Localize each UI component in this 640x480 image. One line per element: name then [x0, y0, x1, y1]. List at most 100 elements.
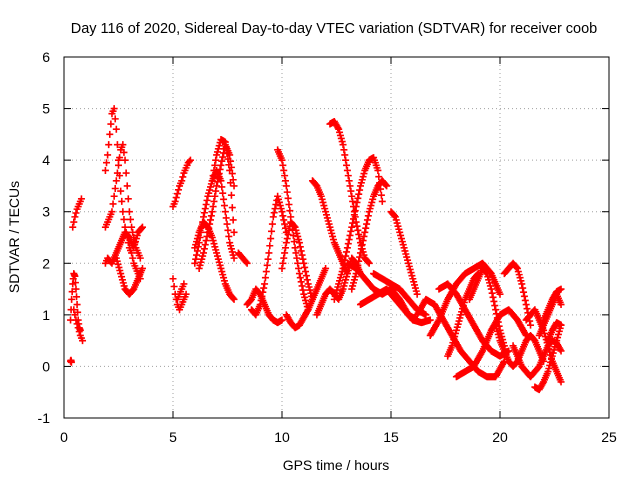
data-point	[119, 141, 127, 149]
data-point	[138, 264, 146, 272]
data-point	[71, 272, 79, 280]
x-tick-label: 10	[274, 429, 290, 445]
data-point	[351, 207, 359, 215]
data-point	[203, 196, 211, 204]
series-arc-34	[444, 270, 482, 360]
data-point	[374, 166, 382, 174]
data-point	[295, 239, 303, 247]
data-point	[212, 156, 220, 164]
data-point	[300, 259, 308, 267]
data-point	[105, 141, 113, 149]
data-point	[74, 324, 82, 332]
y-tick-label: 3	[42, 204, 50, 220]
x-tick-labels: 0 5 10 15 20 25	[60, 429, 617, 445]
x-tick-label: 15	[383, 429, 399, 445]
data-point	[364, 212, 372, 220]
data-point	[200, 209, 208, 217]
data-point	[211, 192, 219, 200]
data-point	[282, 239, 290, 247]
data-point	[77, 195, 85, 203]
data-point	[205, 224, 213, 232]
data-point	[355, 257, 363, 265]
data-point	[204, 228, 212, 236]
data-point	[348, 192, 356, 200]
data-point	[523, 305, 531, 313]
data-point	[303, 276, 311, 284]
data-point	[520, 288, 528, 296]
series-arc-07	[101, 223, 146, 267]
data-point	[109, 200, 117, 208]
series-arc-04	[70, 306, 87, 345]
chart-title: Day 116 of 2020, Sidereal Day-to-day VTE…	[71, 21, 598, 37]
data-point	[270, 209, 278, 217]
data-point	[117, 187, 125, 195]
data-point	[522, 301, 530, 309]
data-point	[108, 208, 116, 216]
data-point	[213, 178, 221, 186]
series-arc-38	[500, 259, 535, 329]
data-point	[482, 269, 490, 277]
data-point	[353, 198, 361, 206]
data-point	[341, 151, 349, 159]
series-arc-14	[195, 141, 238, 272]
data-point	[219, 153, 227, 161]
data-point	[357, 245, 365, 253]
data-point	[265, 249, 273, 257]
data-point	[488, 289, 496, 297]
series-arc-44	[544, 319, 565, 345]
data-point	[115, 161, 122, 169]
data-point	[280, 254, 288, 262]
data-point	[173, 190, 181, 198]
data-point	[363, 216, 371, 224]
data-point	[111, 115, 119, 123]
data-point	[296, 243, 304, 251]
y-tick-label: 1	[42, 307, 50, 323]
data-point	[383, 182, 391, 190]
data-point	[256, 301, 264, 309]
series-arc-32	[426, 259, 504, 339]
data-point	[172, 194, 180, 202]
y-tick-label: 2	[42, 255, 50, 271]
data-point	[111, 185, 119, 193]
data-point	[138, 223, 146, 231]
data-point	[101, 166, 109, 174]
series-arc-12	[191, 166, 238, 267]
series-arc-09	[169, 156, 194, 211]
data-point	[71, 279, 79, 287]
data-point	[390, 212, 398, 220]
data-point	[520, 292, 528, 300]
data-point	[107, 120, 115, 128]
data-point	[128, 249, 136, 257]
data-point	[260, 284, 268, 292]
data-point	[350, 215, 358, 223]
data-point	[124, 195, 132, 203]
data-point	[487, 285, 495, 293]
data-point	[521, 296, 529, 304]
data-point	[170, 282, 178, 290]
data-point	[360, 232, 368, 240]
data-point	[493, 314, 501, 322]
data-point	[519, 284, 527, 292]
data-point	[496, 290, 504, 298]
data-point	[286, 207, 294, 215]
data-point	[180, 280, 188, 288]
data-point	[267, 235, 275, 243]
data-point	[200, 249, 208, 257]
data-point	[281, 244, 289, 252]
data-point	[211, 161, 219, 169]
data-point	[200, 245, 208, 253]
data-point	[208, 177, 216, 185]
data-point	[491, 302, 499, 310]
data-point	[350, 211, 358, 219]
series-arc-30	[387, 208, 421, 298]
data-point	[178, 177, 186, 185]
data-point	[294, 259, 302, 267]
data-point	[227, 179, 235, 187]
data-point	[557, 321, 565, 329]
data-point	[422, 311, 430, 319]
data-point	[120, 215, 128, 223]
data-point	[220, 202, 228, 210]
data-point	[258, 292, 266, 300]
data-point	[339, 141, 347, 149]
